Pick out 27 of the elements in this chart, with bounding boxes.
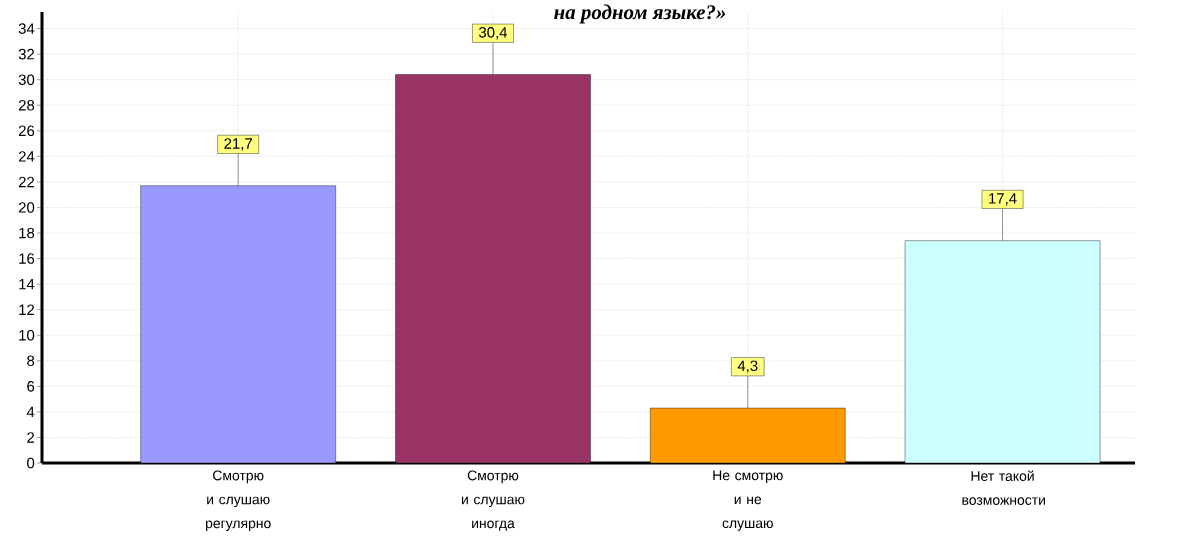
y-tick-label: 4 [26, 406, 35, 418]
y-tick-label: 16 [19, 253, 35, 264]
y-tick-label: 12 [19, 304, 35, 315]
y-tick-label: 32 [18, 48, 35, 60]
x-tick-label: Смотрю и слушаю иногда [461, 470, 525, 531]
y-tick-label: 18 [19, 227, 35, 239]
y-tick-label: 10 [19, 329, 35, 341]
y-tick-label: 24 [18, 151, 35, 162]
y-tick-label: 22 [18, 176, 35, 188]
y-tick-label: 26 [18, 125, 35, 137]
y-tick-label: 2 [27, 432, 35, 443]
data-label: 17,4 [989, 193, 1017, 206]
data-label: 30,4 [478, 27, 508, 40]
y-tick-label: 8 [27, 355, 35, 367]
chart-title: на родном языке?» [554, 4, 726, 24]
y-tick-label: 30 [18, 74, 35, 85]
y-tick-label: 0 [27, 457, 35, 469]
x-tick-label: Смотрю и слушаю регулярно [206, 470, 271, 531]
y-tick-label: 34 [18, 23, 35, 34]
x-tick-label: Нет такой возможности [962, 470, 1045, 505]
y-tick-label: 28 [18, 99, 35, 111]
y-tick-label: 6 [27, 381, 35, 392]
x-tick-label: Не смотрю и не слушаю [713, 470, 783, 531]
data-label: 21,7 [224, 138, 252, 151]
y-tick-label: 20 [18, 202, 35, 213]
data-label: 4,3 [737, 360, 758, 373]
y-tick-label: 14 [19, 278, 35, 290]
